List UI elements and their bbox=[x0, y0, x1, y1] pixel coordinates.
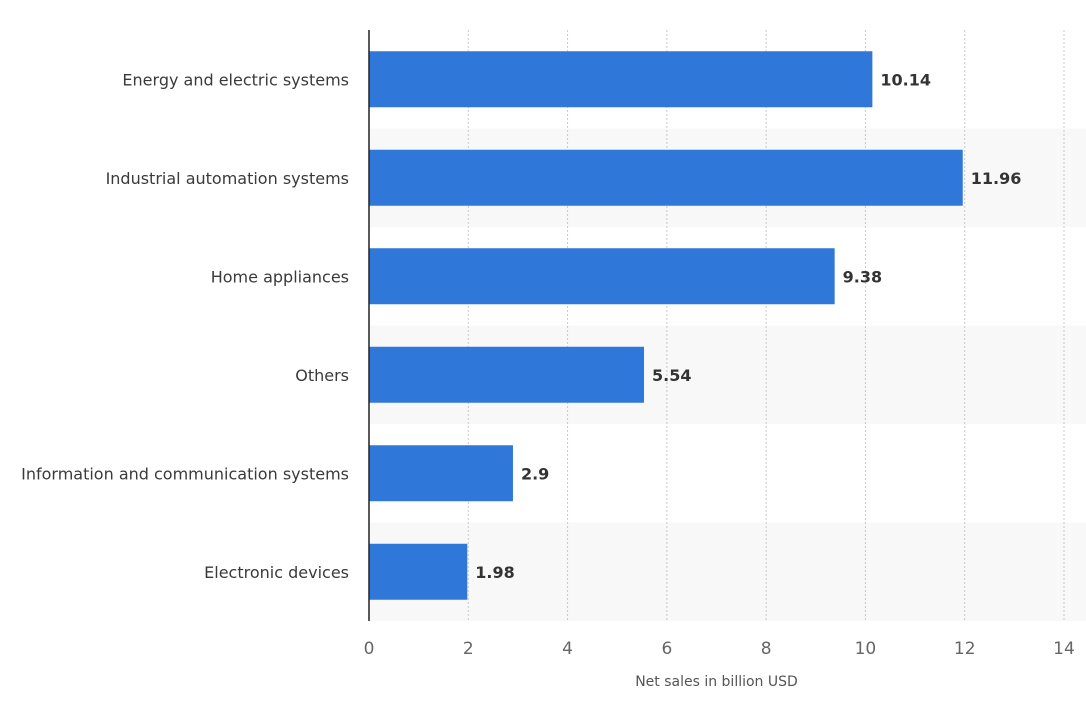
bar-value-label: 1.98 bbox=[475, 563, 514, 582]
category-label: Home appliances bbox=[211, 267, 349, 286]
x-tick-label: 10 bbox=[855, 639, 877, 659]
category-label: Energy and electric systems bbox=[122, 70, 349, 89]
category-labels: Energy and electric systems Industrial au… bbox=[21, 70, 349, 582]
bar[interactable] bbox=[369, 346, 645, 403]
category-label: Others bbox=[295, 366, 349, 385]
bars bbox=[369, 51, 963, 600]
x-tick-label: 6 bbox=[661, 639, 672, 659]
x-tick-label: 8 bbox=[761, 639, 772, 659]
bar[interactable] bbox=[369, 149, 963, 206]
bar[interactable] bbox=[369, 445, 513, 502]
gridlines bbox=[467, 30, 1065, 621]
x-tick-label: 0 bbox=[364, 639, 375, 659]
x-tick-label: 12 bbox=[954, 639, 976, 659]
bar[interactable] bbox=[369, 51, 873, 108]
x-axis-title: Net sales in billion USD bbox=[635, 674, 798, 690]
x-tick-label: 4 bbox=[562, 639, 573, 659]
category-label: Information and communication systems bbox=[21, 464, 349, 483]
value-labels: 10.14 11.96 9.38 5.54 2.9 1.98 bbox=[475, 70, 1021, 582]
row-band bbox=[369, 522, 1086, 621]
bar-value-label: 10.14 bbox=[880, 70, 931, 89]
bar-value-label: 11.96 bbox=[971, 169, 1022, 188]
bar[interactable] bbox=[369, 543, 468, 600]
x-tick-label: 2 bbox=[463, 639, 474, 659]
category-label: Electronic devices bbox=[204, 563, 349, 582]
bar-value-label: 2.9 bbox=[521, 464, 549, 483]
row-bands bbox=[369, 128, 1086, 621]
x-tick-labels: 0 2 4 6 8 10 12 14 bbox=[364, 639, 1075, 659]
bar-value-label: 5.54 bbox=[652, 366, 691, 385]
category-label: Industrial automation systems bbox=[106, 169, 349, 188]
bar[interactable] bbox=[369, 248, 835, 305]
x-tick-label: 14 bbox=[1053, 639, 1075, 659]
bar-value-label: 9.38 bbox=[843, 267, 882, 286]
